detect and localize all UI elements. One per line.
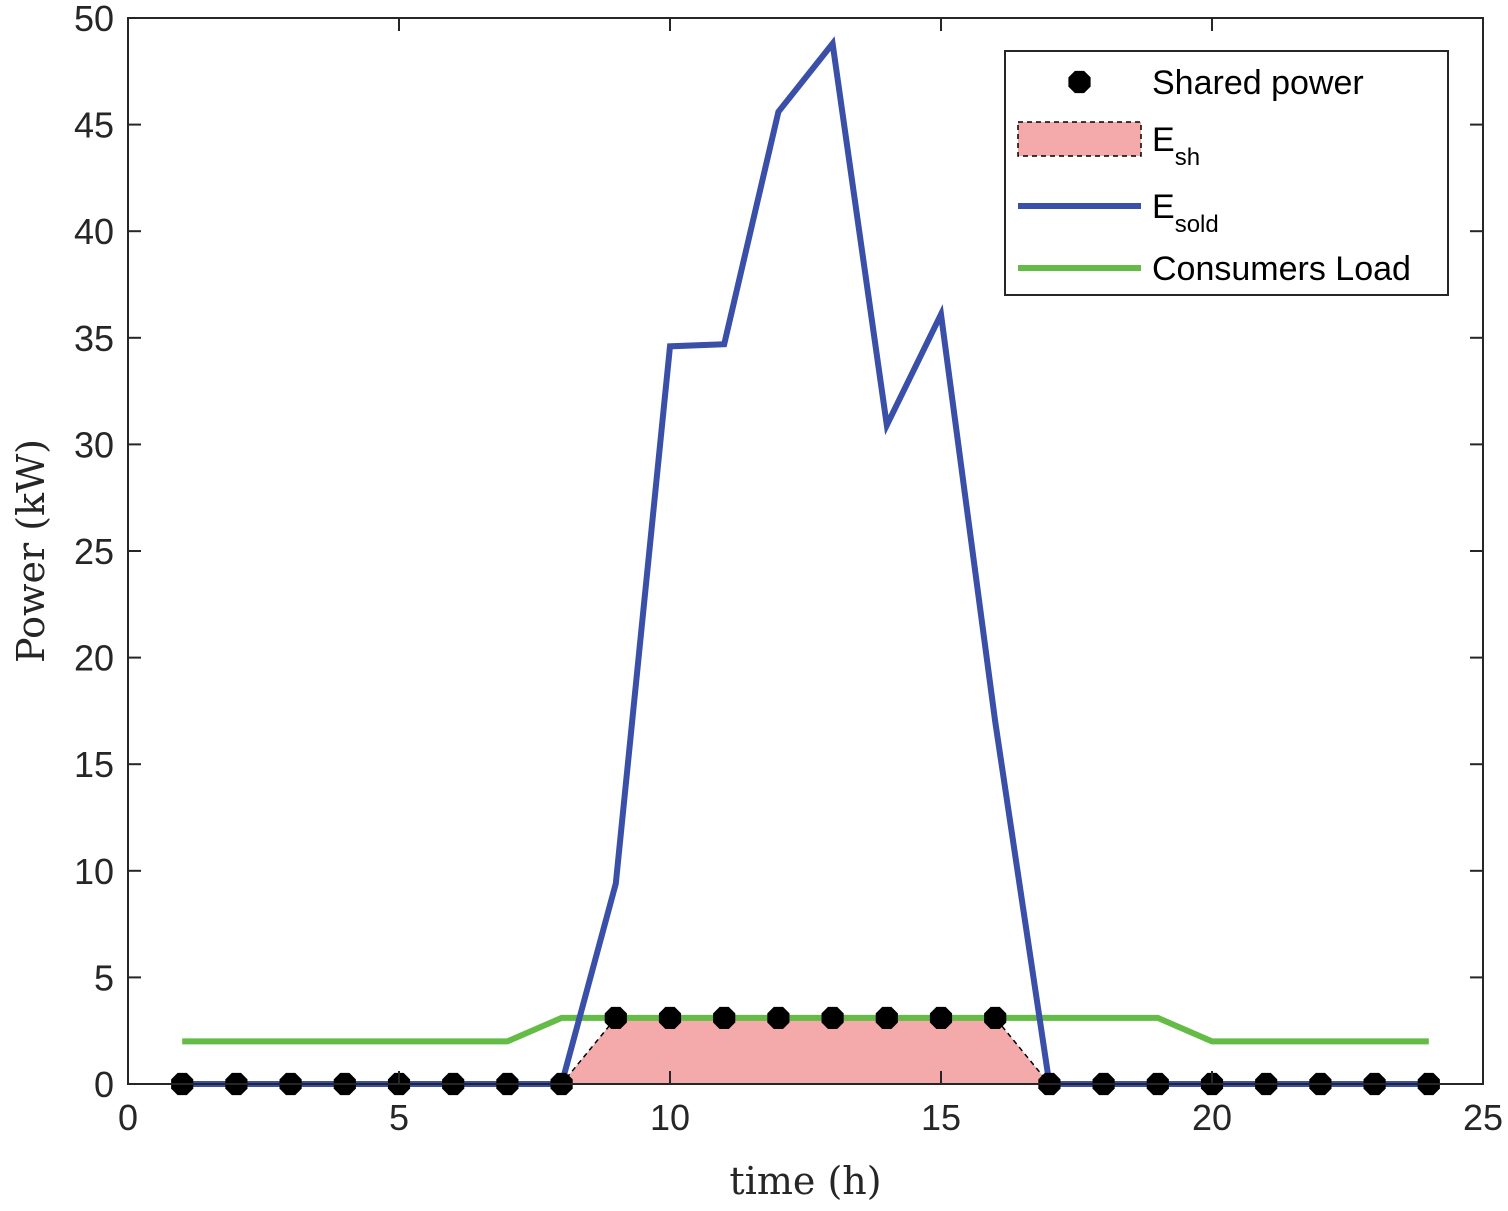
shared-power-marker: [658, 1006, 682, 1029]
x-tick-label: 25: [1463, 1097, 1503, 1138]
legend-marker-symbol: [1068, 70, 1091, 94]
shared-power-marker: [767, 1006, 790, 1029]
y-tick-label: 50: [74, 0, 114, 39]
x-tick-label: 10: [650, 1097, 690, 1138]
y-axis-title: Power (kW): [9, 439, 53, 663]
shared-power-marker: [821, 1006, 844, 1029]
y-tick-label: 0: [94, 1064, 114, 1105]
y-tick-label: 20: [74, 638, 114, 679]
x-tick-label: 0: [118, 1097, 138, 1138]
legend-label: Shared power: [1152, 64, 1364, 102]
series-line-consumers-load: [182, 1014, 1429, 1045]
legend-label: Consumers Load: [1152, 250, 1411, 288]
area-layer: [182, 1017, 1429, 1085]
area-e-sh: [182, 1017, 1429, 1085]
shared-power-marker: [929, 1006, 953, 1029]
x-tick-label: 20: [1192, 1097, 1232, 1138]
x-tick-label: 15: [921, 1097, 961, 1138]
legend-area-symbol: [1017, 121, 1142, 157]
x-axis: 0 5 10 15 20 25: [118, 18, 1503, 1138]
y-tick-label: 45: [74, 105, 114, 146]
y-tick-label: 30: [74, 424, 114, 465]
y-tick-label: 5: [94, 957, 114, 998]
legend-label-subscript: sh: [1175, 144, 1200, 171]
y-tick-label: 15: [74, 744, 114, 785]
x-axis-title: time (h): [729, 1159, 881, 1203]
y-tick-label: 35: [74, 318, 114, 359]
y-tick-label: 10: [74, 851, 114, 892]
legend-label-subscript: sold: [1175, 211, 1219, 238]
shared-power-marker: [713, 1006, 736, 1029]
shared-power-marker: [604, 1006, 627, 1029]
y-axis: 0 5 10 15 20 25 30 35 40 45 50: [74, 0, 1483, 1105]
x-tick-label: 5: [389, 1097, 409, 1138]
shared-power-marker: [984, 1006, 1007, 1029]
shared-power-marker: [875, 1006, 898, 1029]
y-tick-label: 25: [74, 531, 114, 572]
y-tick-label: 40: [74, 211, 114, 252]
